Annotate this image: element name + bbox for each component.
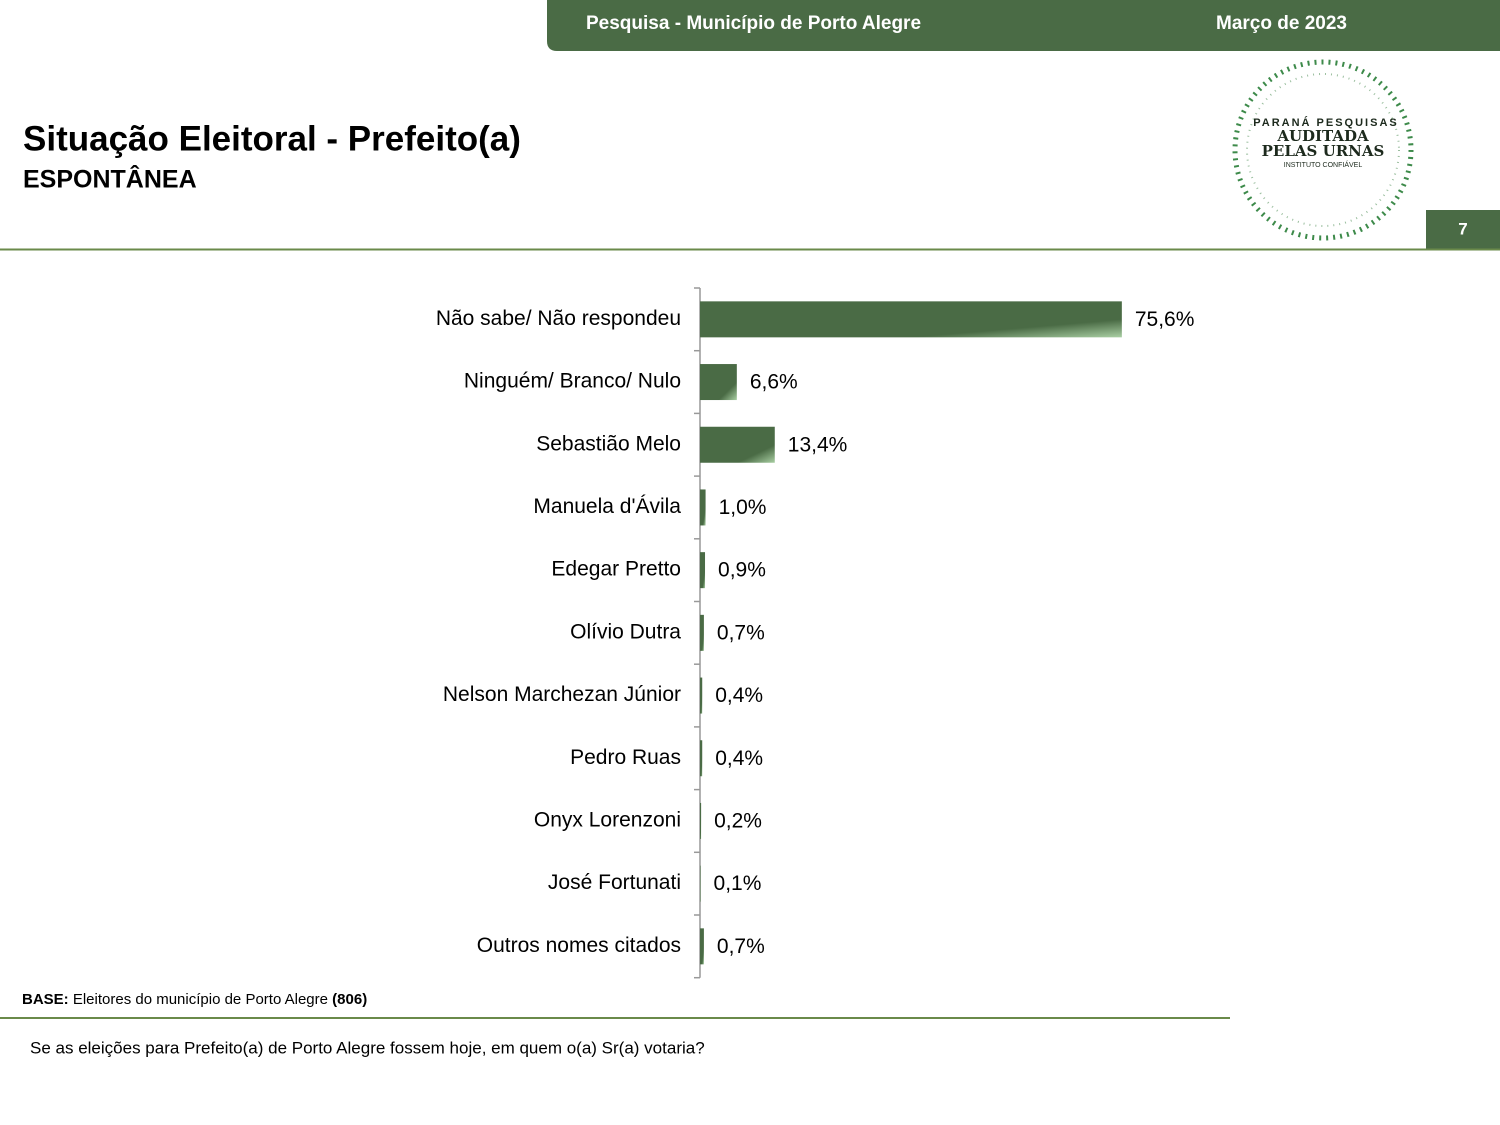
category-label: Olívio Dutra — [570, 620, 681, 643]
bar — [700, 552, 706, 589]
header-date: Março de 2023 — [1216, 13, 1347, 34]
page-number: 7 — [1458, 219, 1467, 238]
bar — [700, 677, 703, 714]
value-label: 0,9% — [718, 559, 766, 582]
chart-title: Situação Eleitoral - Prefeito(a) — [23, 119, 521, 158]
base-note: BASE: Eleitores do município de Porto Al… — [22, 991, 367, 1008]
base-label: BASE: — [22, 991, 69, 1008]
logo-text: PELAS URNAS — [1262, 142, 1385, 160]
category-label: Edegar Pretto — [551, 558, 681, 581]
value-label: 75,6% — [1135, 308, 1195, 331]
chart: Não sabe/ Não respondeu 75,6% Ninguém/ Bra… — [436, 287, 1195, 979]
question: Se as eleições para Prefeito(a) de Porto… — [30, 1038, 705, 1057]
chart-subtitle: ESPONTÂNEA — [23, 164, 197, 194]
value-label: 0,1% — [714, 872, 762, 895]
bar — [700, 489, 706, 526]
logo-text: PARANÁ PESQUISAS — [1253, 116, 1398, 129]
value-label: 0,2% — [714, 809, 762, 832]
page-number-box — [1426, 210, 1500, 249]
value-label: 13,4% — [788, 433, 848, 456]
value-label: 0,4% — [715, 747, 763, 770]
header-survey: Pesquisa - Município de Porto Alegre — [586, 13, 921, 34]
logo-text: AUDITADA — [1276, 127, 1369, 145]
value-label: 0,7% — [717, 935, 765, 958]
bar — [700, 426, 775, 463]
category-label: José Fortunati — [548, 871, 681, 894]
category-label: Outros nomes citados — [477, 934, 681, 957]
bar — [700, 301, 1122, 338]
bar — [700, 865, 701, 902]
category-label: Não sabe/ Não respondeu — [436, 307, 681, 330]
value-label: 0,7% — [717, 621, 765, 644]
bar — [700, 614, 704, 651]
value-label: 0,4% — [715, 684, 763, 707]
category-label: Onyx Lorenzoni — [534, 808, 681, 831]
bar — [700, 802, 702, 839]
logo-text: INSTITUTO CONFIÁVEL — [1284, 160, 1363, 169]
bar — [700, 364, 737, 401]
logo-ring — [1232, 59, 1414, 241]
bar — [700, 740, 703, 777]
logo: PARANÁ PESQUISAS AUDITADA PELAS URNAS IN… — [1232, 59, 1414, 241]
bar — [700, 928, 704, 965]
category-label: Nelson Marchezan Júnior — [443, 683, 681, 706]
base-text: Eleitores do município de Porto Alegre — [73, 991, 328, 1008]
category-label: Manuela d'Ávila — [533, 495, 681, 518]
category-label: Pedro Ruas — [570, 746, 681, 769]
base-n: (806) — [332, 991, 367, 1008]
value-label: 1,0% — [719, 496, 767, 519]
logo-ring-inner — [1246, 73, 1400, 227]
category-label: Ninguém/ Branco/ Nulo — [464, 370, 681, 393]
value-label: 6,6% — [750, 371, 798, 394]
header-bar — [547, 0, 1500, 51]
category-label: Sebastião Melo — [536, 432, 681, 455]
